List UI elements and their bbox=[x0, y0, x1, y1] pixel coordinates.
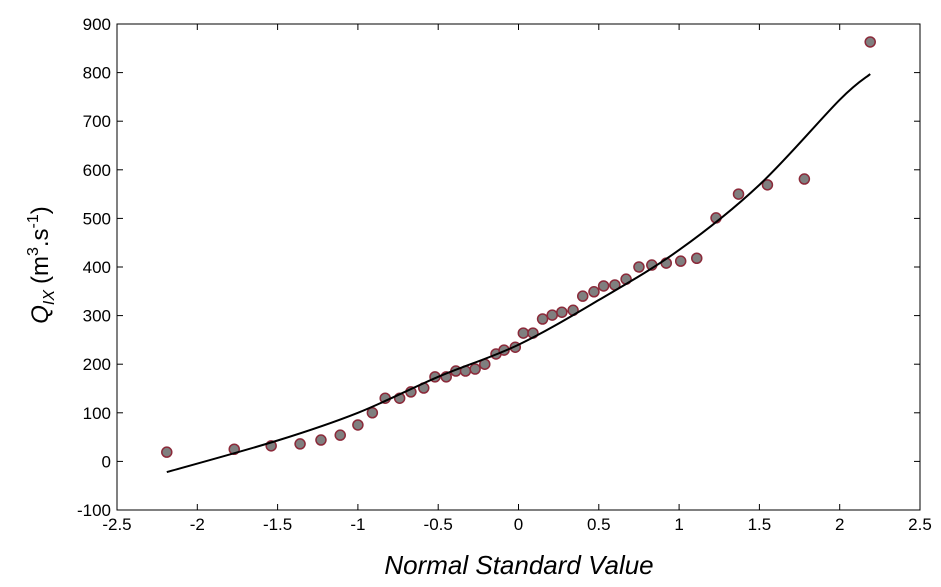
data-point bbox=[691, 252, 703, 265]
data-point bbox=[588, 286, 600, 298]
y-tick-label: 700 bbox=[83, 112, 111, 131]
data-point bbox=[864, 36, 876, 48]
data-point bbox=[761, 179, 774, 191]
x-tick-label: -2.5 bbox=[102, 515, 131, 534]
data-point bbox=[597, 280, 610, 292]
fit-line bbox=[166, 73, 871, 474]
x-tick-label: -0.5 bbox=[424, 515, 453, 534]
y-tick-label: 0 bbox=[102, 452, 111, 471]
y-tick-label: 400 bbox=[83, 258, 111, 277]
y-tick-label: 100 bbox=[83, 404, 111, 423]
y-axis-label: QIX (m3.s-1) bbox=[25, 206, 58, 324]
x-tick-label: -2 bbox=[190, 515, 205, 534]
data-point bbox=[798, 173, 811, 185]
y-label-part: .s bbox=[27, 228, 54, 247]
data-point bbox=[556, 306, 568, 318]
data-point bbox=[294, 438, 306, 450]
y-tick-label: 800 bbox=[83, 64, 111, 83]
data-point bbox=[161, 446, 173, 458]
data-point bbox=[732, 188, 745, 200]
x-tick-label: 1.5 bbox=[748, 515, 772, 534]
y-tick-label: -100 bbox=[77, 501, 111, 520]
data-point bbox=[517, 327, 530, 339]
y-label-part: 3 bbox=[25, 247, 42, 256]
x-tick-label: -1 bbox=[350, 515, 365, 534]
y-label-part: IX bbox=[41, 289, 58, 305]
data-point bbox=[546, 309, 558, 321]
y-label-part: (m bbox=[27, 256, 54, 284]
x-tick-label: 1 bbox=[674, 515, 683, 534]
y-tick-label: 300 bbox=[83, 307, 111, 326]
x-tick-label: 0.5 bbox=[587, 515, 611, 534]
data-point bbox=[674, 255, 687, 267]
y-label-part: ) bbox=[27, 206, 54, 214]
data-point bbox=[633, 261, 645, 273]
y-tick-label: 500 bbox=[83, 209, 111, 228]
y-tick-label: 900 bbox=[83, 15, 111, 34]
data-point bbox=[536, 313, 549, 325]
x-tick-label: 0 bbox=[514, 515, 523, 534]
x-tick-label: 2.5 bbox=[908, 515, 932, 534]
x-tick-label: 2 bbox=[835, 515, 844, 534]
x-axis-label: Normal Standard Value bbox=[384, 550, 653, 580]
data-point bbox=[315, 434, 327, 446]
data-point bbox=[334, 429, 346, 441]
plot-frame bbox=[116, 23, 921, 511]
data-point bbox=[576, 290, 589, 302]
y-label-part: -1 bbox=[25, 214, 42, 228]
data-point bbox=[352, 419, 364, 431]
y-tick-label: 200 bbox=[83, 355, 111, 374]
y-label-part: Q bbox=[27, 305, 54, 324]
y-tick-label: 600 bbox=[83, 161, 111, 180]
x-tick-label: -1.5 bbox=[263, 515, 292, 534]
data-point bbox=[469, 363, 481, 375]
